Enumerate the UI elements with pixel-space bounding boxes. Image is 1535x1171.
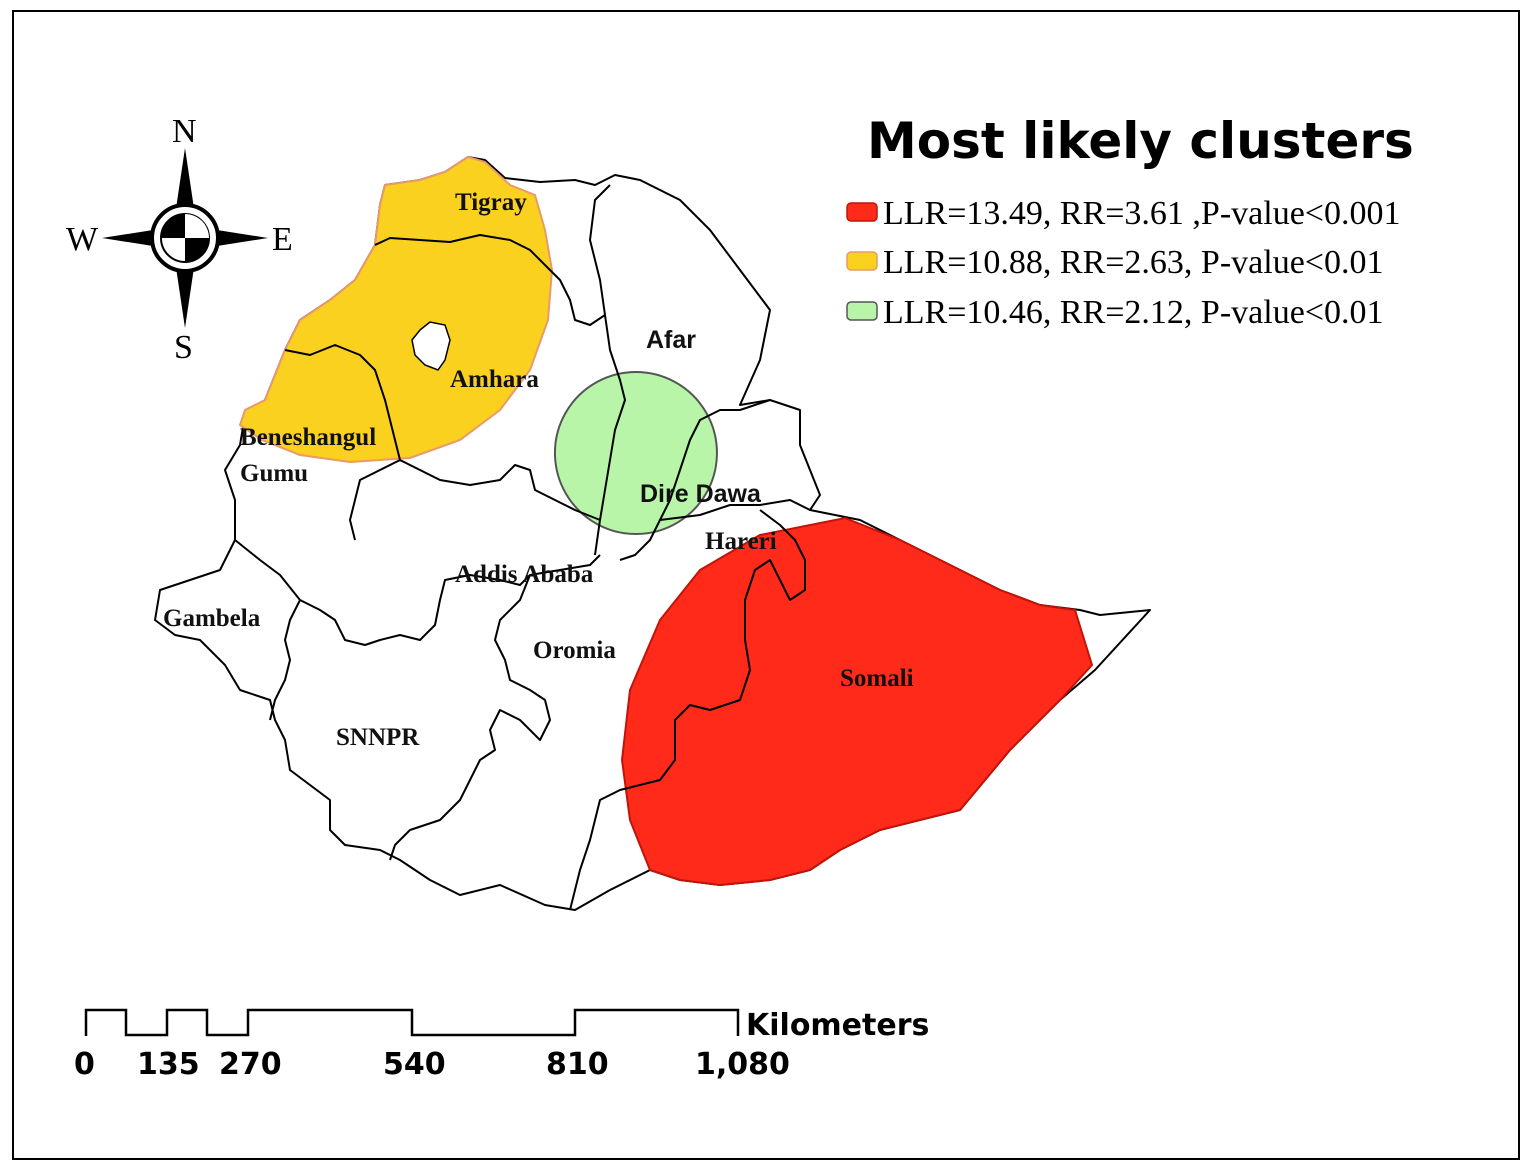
region-label-oromia: Oromia: [533, 637, 616, 664]
region-label-somali: Somali: [840, 665, 914, 692]
compass-west-label: W: [66, 221, 99, 258]
region-label-hareri: Hareri: [705, 528, 777, 555]
scale-tick-540: 540: [383, 1047, 446, 1082]
legend-item-2: LLR=10.88, RR=2.63, P-value<0.01: [883, 244, 1383, 281]
scale-tick-810: 810: [546, 1047, 609, 1082]
scale-tick-135: 135: [137, 1047, 200, 1082]
region-label-beneshangul: Beneshangul: [240, 424, 376, 451]
legend-swatch-3: [846, 301, 878, 321]
compass-south-label: S: [174, 329, 193, 366]
map-frame: [12, 10, 1520, 1160]
scale-tick-0: 0: [74, 1047, 95, 1082]
region-label-amhara: Amhara: [450, 366, 539, 393]
cluster-amhara-tigray: [238, 155, 554, 464]
scale-unit-label: Kilometers: [746, 1008, 929, 1043]
scale-tick-270: 270: [219, 1047, 282, 1082]
region-label-gumu: Gumu: [240, 460, 308, 487]
lake-tana: [411, 321, 451, 371]
region-label-gambela: Gambela: [163, 605, 261, 632]
cluster-dire-dawa: [553, 371, 718, 535]
legend-swatch-2: [846, 251, 878, 271]
compass-rose: N S W E: [66, 113, 293, 366]
ethiopia-outline: [154, 156, 1151, 911]
legend-item-1: LLR=13.49, RR=3.61 ,P-value<0.001: [883, 195, 1400, 232]
compass-north-label: N: [172, 113, 197, 150]
compass-east-label: E: [272, 221, 293, 258]
internal-borders: [234, 184, 811, 911]
scale-bar: Kilometers 0 135 270 540 810 1,080: [74, 1008, 929, 1082]
region-label-addis-ababa: Addis Ababa: [455, 561, 594, 588]
legend-item-3: LLR=10.46, RR=2.12, P-value<0.01: [883, 294, 1383, 331]
legend-title: Most likely clusters: [867, 112, 1414, 170]
legend-swatch-1: [846, 202, 878, 222]
region-label-dire-dawa: Dire Dawa: [640, 480, 762, 508]
scale-tick-1080: 1,080: [695, 1047, 790, 1082]
legend: Most likely clusters LLR=13.49, RR=3.61 …: [846, 112, 1414, 331]
cluster-somali: [620, 516, 1094, 887]
region-label-tigray: Tigray: [455, 189, 527, 216]
region-label-afar: Afar: [646, 326, 696, 354]
region-label-snnpr: SNNPR: [336, 724, 420, 751]
